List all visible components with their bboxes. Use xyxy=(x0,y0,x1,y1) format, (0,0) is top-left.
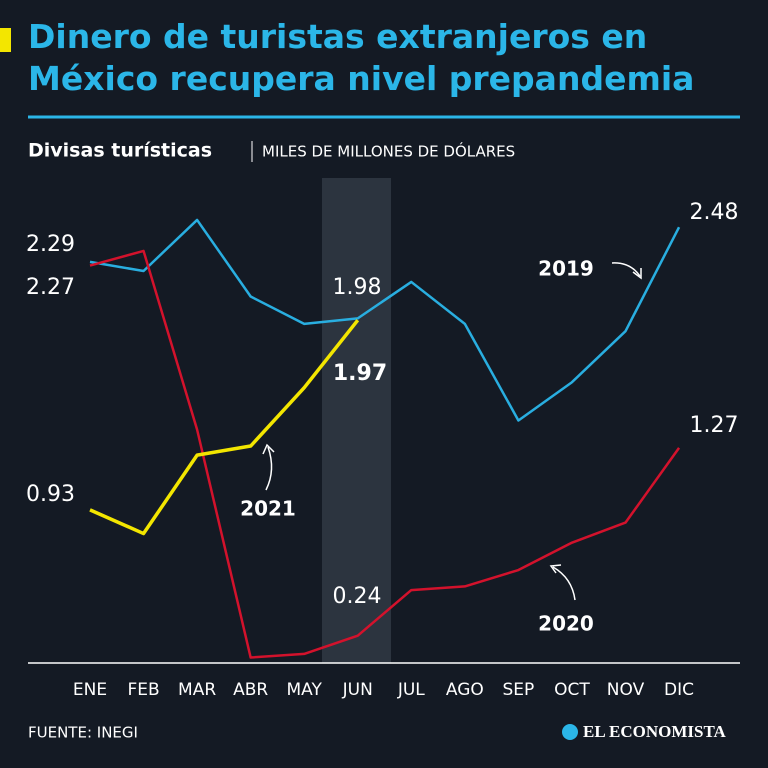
series-label: 2021 xyxy=(240,497,296,521)
x-tick-label: ABR xyxy=(233,680,268,700)
data-label: 2.27 xyxy=(26,275,75,300)
arrow-head xyxy=(262,443,275,455)
arrow xyxy=(611,262,641,277)
arrow-head xyxy=(549,564,562,574)
data-label: 2.29 xyxy=(26,232,75,257)
brand: EL ECONOMISTA xyxy=(583,722,727,741)
line xyxy=(89,249,681,659)
source: FUENTE: INEGI xyxy=(28,724,138,742)
series-label: 2019 xyxy=(538,257,594,281)
x-tick-label: DIC xyxy=(664,680,694,700)
line xyxy=(89,319,360,536)
series-label: 2020 xyxy=(538,612,594,636)
arrow xyxy=(265,446,273,491)
subtitle: Divisas turísticas xyxy=(28,140,212,162)
x-tick-label: NOV xyxy=(607,680,645,700)
data-label: 0.93 xyxy=(26,482,75,507)
x-tick-label: JUN xyxy=(342,680,373,700)
x-tick-label: OCT xyxy=(554,680,590,700)
x-tick-label: JUL xyxy=(397,680,425,700)
data-label: 1.97 xyxy=(333,361,387,386)
data-label: 2.48 xyxy=(690,200,739,225)
x-tick-label: SEP xyxy=(503,680,535,700)
arrow xyxy=(552,566,576,601)
highlight-band xyxy=(322,178,391,663)
x-tick-label: ENE xyxy=(73,680,107,700)
line xyxy=(89,218,681,422)
y-axis-label: MILES DE MILLONES DE DÓLARES xyxy=(262,142,515,161)
arrows xyxy=(262,262,642,601)
x-tick-label: MAR xyxy=(178,680,216,700)
x-tick-label: AGO xyxy=(446,680,484,700)
data-label: 0.24 xyxy=(333,584,382,609)
title-marker xyxy=(0,28,11,52)
arrow-head xyxy=(632,268,642,280)
x-tick-label: FEB xyxy=(127,680,159,700)
data-label: 1.27 xyxy=(690,413,739,438)
data-label: 1.98 xyxy=(333,275,382,300)
chart-title: Dinero de turistas extranjeros en México… xyxy=(28,17,695,98)
brand-logo xyxy=(562,724,578,740)
x-tick-label: MAY xyxy=(287,680,323,700)
